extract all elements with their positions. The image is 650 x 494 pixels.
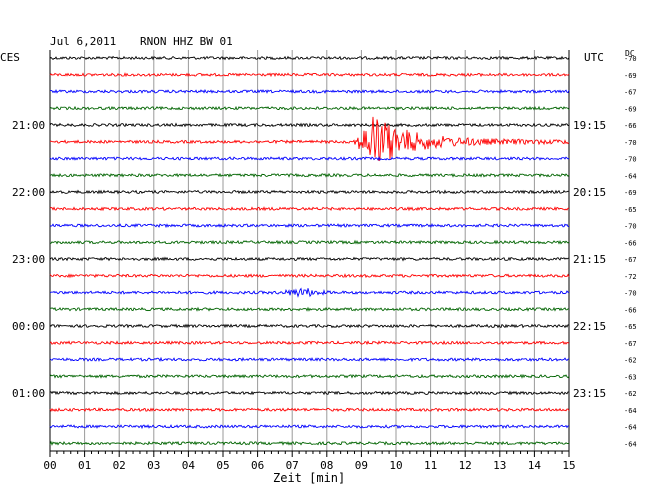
trace-1 [49, 72, 570, 78]
x-tick-label: 09 [355, 459, 368, 472]
left-hour-label: 23:00 [12, 253, 45, 266]
seismic-traces: -70 -69 -67 -69 -66 -70 -70 -64 -69 -65 -70 -66 -67 -… [49, 55, 637, 448]
dc-offset-label: -67 [624, 89, 637, 97]
dc-offset-label: -64 [624, 172, 637, 180]
dc-offset-label: -65 [624, 323, 637, 331]
trace-7 [49, 172, 570, 178]
right-hour-label: 20:15 [573, 186, 606, 199]
trace-19 [49, 373, 570, 379]
dc-offset-label: -69 [624, 105, 637, 113]
x-tick-label: 11 [424, 459, 437, 472]
dc-offset-label: -66 [624, 239, 637, 247]
dc-offset-label: -65 [624, 206, 637, 214]
x-tick-label: 08 [320, 459, 333, 472]
trace-15 [49, 306, 570, 312]
header-date: Jul 6,2011 [50, 35, 116, 48]
dc-offset-label: -70 [624, 223, 637, 231]
dc-offset-label: -64 [624, 407, 637, 415]
dc-offset-label: -70 [624, 55, 637, 63]
time-axis: 00 01 02 03 04 05 06 07 08 09 10 11 12 13 14 15 [43, 450, 576, 472]
trace-18 [49, 356, 570, 363]
dc-offset-label: -64 [624, 424, 637, 432]
dc-offset-label: -67 [624, 256, 637, 264]
trace-17 [49, 340, 570, 346]
right-hour-label: 23:15 [573, 387, 606, 400]
x-tick-label: 07 [286, 459, 299, 472]
right-hour-label: 19:15 [573, 119, 606, 132]
dc-offset-label: -62 [624, 390, 637, 398]
trace-20 [49, 390, 570, 396]
dc-offset-label: -70 [624, 290, 637, 298]
dc-offset-label: -63 [624, 373, 637, 381]
dc-offset-label: -66 [624, 122, 637, 130]
trace-2 [50, 88, 570, 95]
x-tick-label: 06 [251, 459, 264, 472]
trace-5 [49, 116, 570, 162]
x-tick-label: 01 [78, 459, 91, 472]
x-tick-label: 12 [459, 459, 472, 472]
right-timezone: UTC [584, 51, 604, 64]
x-tick-label: 15 [562, 459, 575, 472]
right-hour-label: 22:15 [573, 320, 606, 333]
x-tick-label: 05 [216, 459, 229, 472]
trace-14 [49, 287, 570, 298]
trace-6 [49, 156, 570, 161]
x-tick-label: 02 [113, 459, 126, 472]
trace-21 [49, 407, 570, 413]
trace-3 [49, 105, 570, 111]
dc-offset-label: -70 [624, 156, 637, 164]
dc-offset-label: -64 [624, 440, 637, 448]
left-hour-label: 22:00 [12, 186, 45, 199]
dc-offset-label: -66 [624, 306, 637, 314]
minute-grid [49, 50, 570, 451]
dc-offset-label: -67 [624, 340, 637, 348]
x-tick-label: 03 [147, 459, 160, 472]
dc-offset-label: -62 [624, 357, 637, 365]
x-tick-label: 13 [493, 459, 506, 472]
dc-offset-label: -69 [624, 72, 637, 80]
trace-4 [49, 122, 569, 128]
trace-0 [49, 55, 570, 61]
dc-offset-label: -72 [624, 273, 637, 281]
trace-8 [49, 189, 570, 195]
trace-16 [49, 323, 570, 329]
trace-9 [49, 206, 570, 212]
dc-label: DC [625, 49, 635, 58]
dc-offset-label: -70 [624, 139, 637, 147]
dc-offset-label: -69 [624, 189, 637, 197]
x-axis-label: Zeit [min] [273, 471, 345, 485]
hour-labels: 21:00 22:00 23:00 00:00 01:00 19:15 20:15 21:15… [12, 119, 606, 400]
trace-12 [49, 256, 570, 262]
x-tick-label: 00 [43, 459, 56, 472]
left-timezone: CES [0, 51, 20, 64]
left-hour-label: 21:00 [12, 119, 45, 132]
trace-22 [49, 424, 570, 430]
trace-10 [49, 223, 570, 229]
x-tick-label: 04 [182, 459, 196, 472]
left-hour-label: 00:00 [12, 320, 45, 333]
trace-13 [49, 273, 570, 279]
right-hour-label: 21:15 [573, 253, 606, 266]
x-tick-label: 10 [389, 459, 402, 472]
trace-11 [49, 239, 570, 245]
x-tick-label: 14 [528, 459, 542, 472]
left-hour-label: 01:00 [12, 387, 45, 400]
header-station: RNON HHZ BW 01 [140, 35, 233, 48]
trace-23 [49, 440, 570, 446]
